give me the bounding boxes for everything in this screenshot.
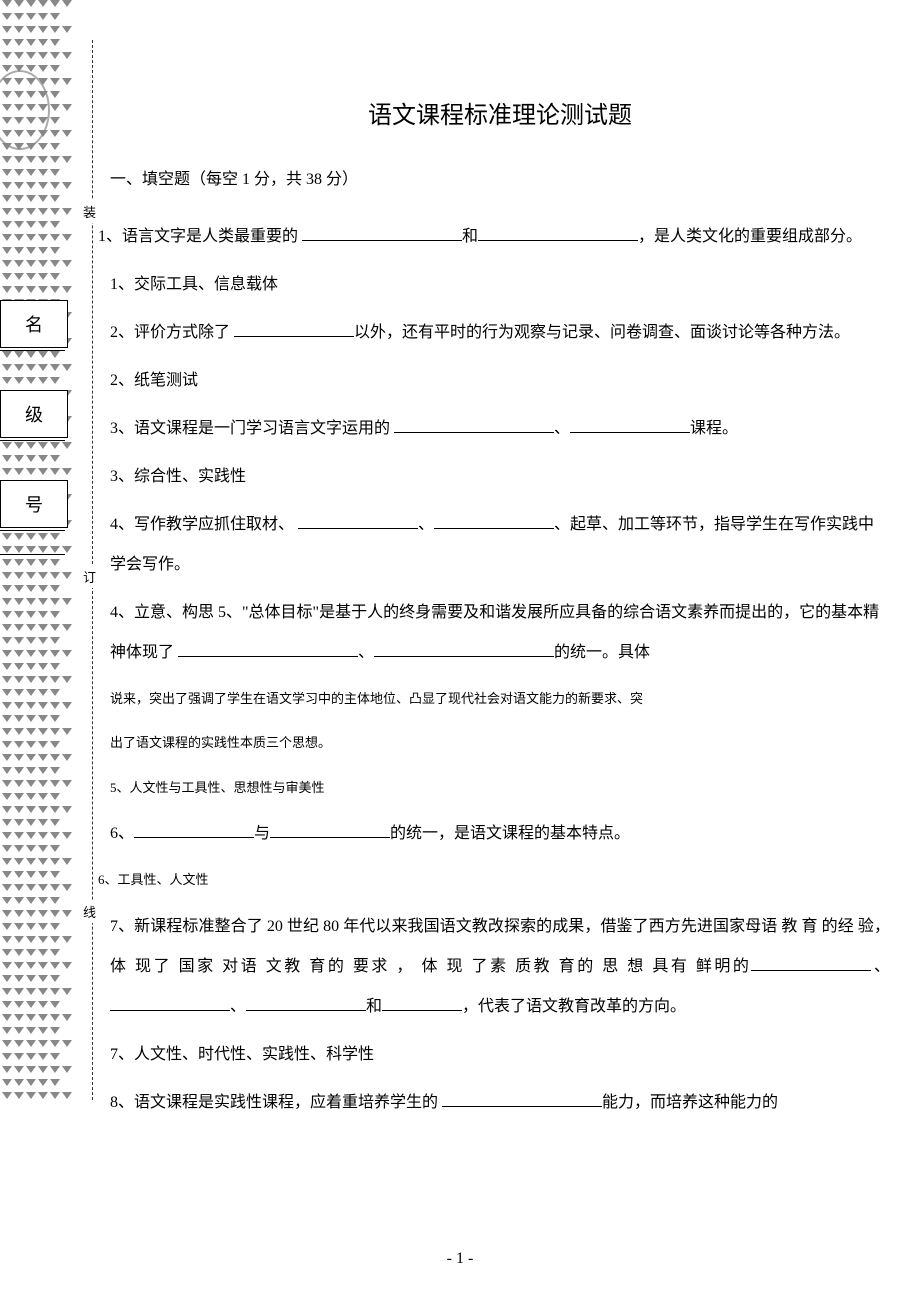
question-3: 3、语文课程是一门学习语言文字运用的 、 课程。 <box>110 409 890 449</box>
a4-suffix: 的统一。具体 <box>554 644 650 661</box>
q2-suffix: 以外，还有平时的行为观察与记录、问卷调查、面谈讨论等各种方法。 <box>354 324 850 341</box>
q6-prefix: 6、 <box>110 825 134 842</box>
binding-char-xian: 线 <box>81 900 98 923</box>
answer-7: 7、人文性、时代性、实践性、科学性 <box>110 1035 890 1075</box>
q7-mid3: 和 <box>366 998 382 1015</box>
q6-suffix: 的统一，是语文课程的基本特点。 <box>390 825 630 842</box>
answer-5: 5、人文性与工具性、思想性与审美性 <box>110 770 890 806</box>
page-number: - 1 - <box>0 1250 920 1268</box>
blank <box>302 225 462 241</box>
q3-suffix: 课程。 <box>690 420 738 437</box>
blank <box>434 513 554 529</box>
answer-6: 6、工具性、人文性 <box>98 862 890 898</box>
q1-text: 1、语言文字是人类最重要的 <box>98 228 302 245</box>
q1-mid: 和 <box>462 228 478 245</box>
q3-mid: 、 <box>554 420 570 437</box>
answer-3: 3、综合性、实践性 <box>110 457 890 497</box>
binding-char-zhuang: 装 <box>81 200 98 223</box>
a4-mid: 、 <box>358 644 374 661</box>
q7-suffix: ，代表了语文教育改革的方向。 <box>462 998 686 1015</box>
answer-4-line2: 说来，突出了强调了学生在语文学习中的主体地位、凸显了现代社会对语文能力的新要求、… <box>110 681 890 717</box>
answer-4-5: 4、立意、构思 5、"总体目标"是基于人的终身需要及和谐发展所应具备的综合语文素… <box>110 593 890 673</box>
blank <box>270 822 390 838</box>
main-content: 语文课程标准理论测试题 一、填空题（每空 1 分，共 38 分） 1、语言文字是… <box>110 95 890 1131</box>
number-box: 号 <box>0 480 68 528</box>
underline <box>0 440 65 441</box>
answer-1: 1、交际工具、信息载体 <box>110 265 890 305</box>
blank <box>110 995 230 1011</box>
page-title: 语文课程标准理论测试题 <box>110 95 890 130</box>
underline <box>0 530 65 531</box>
question-6: 6、 与 的统一，是语文课程的基本特点。 <box>110 814 890 854</box>
blank <box>751 955 871 971</box>
blank <box>134 822 254 838</box>
q6-mid: 与 <box>254 825 270 842</box>
q8-text: 8、语文课程是实践性课程，应着重培养学生的 <box>110 1094 442 1111</box>
section-header: 一、填空题（每空 1 分，共 38 分） <box>110 165 890 189</box>
blank <box>298 513 418 529</box>
q4-mid1: 、 <box>418 516 434 533</box>
blank <box>178 641 358 657</box>
q4-text: 4、写作教学应抓住取材、 <box>110 516 298 533</box>
binding-char-ding: 订 <box>81 565 98 588</box>
underline <box>0 350 65 351</box>
question-7: 7、新课程标准整合了 20 世纪 80 年代以来我国语文教改探索的成果，借鉴了西… <box>110 907 890 1027</box>
blank <box>382 995 462 1011</box>
q8-suffix: 能力，而培养这种能力的 <box>602 1094 778 1111</box>
q7-mid2: 、 <box>230 998 246 1015</box>
blank <box>570 417 690 433</box>
blank <box>442 1091 602 1107</box>
question-2: 2、评价方式除了 以外，还有平时的行为观察与记录、问卷调查、面谈讨论等各种方法。 <box>110 313 890 353</box>
blank <box>478 225 638 241</box>
blank <box>374 641 554 657</box>
answer-4-line3: 出了语文课程的实践性本质三个思想。 <box>110 725 890 761</box>
name-box: 名 <box>0 300 68 348</box>
blank <box>246 995 366 1011</box>
question-8: 8、语文课程是实践性课程，应着重培养学生的 能力，而培养这种能力的 <box>110 1083 890 1123</box>
blank <box>234 321 354 337</box>
question-1: 1、语言文字是人类最重要的 和 ，是人类文化的重要组成部分。 <box>98 217 890 257</box>
q2-text: 2、评价方式除了 <box>110 324 234 341</box>
level-box: 级 <box>0 390 68 438</box>
q3-text: 3、语文课程是一门学习语言文字运用的 <box>110 420 394 437</box>
q1-suffix: ，是人类文化的重要组成部分。 <box>638 228 862 245</box>
answer-2: 2、纸笔测试 <box>110 361 890 401</box>
underline <box>0 554 65 555</box>
question-4: 4、写作教学应抓住取材、 、、起草、加工等环节，指导学生在写作实践中学会写作。 <box>110 505 890 585</box>
left-pattern <box>0 0 75 1100</box>
q7-mid1: 、 <box>871 958 890 975</box>
blank <box>394 417 554 433</box>
